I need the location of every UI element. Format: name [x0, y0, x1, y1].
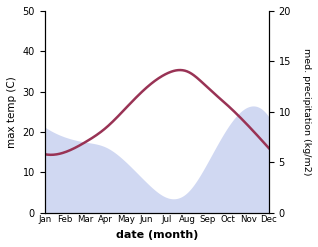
Y-axis label: max temp (C): max temp (C) [7, 76, 17, 148]
X-axis label: date (month): date (month) [115, 230, 198, 240]
Y-axis label: med. precipitation (kg/m2): med. precipitation (kg/m2) [302, 48, 311, 176]
